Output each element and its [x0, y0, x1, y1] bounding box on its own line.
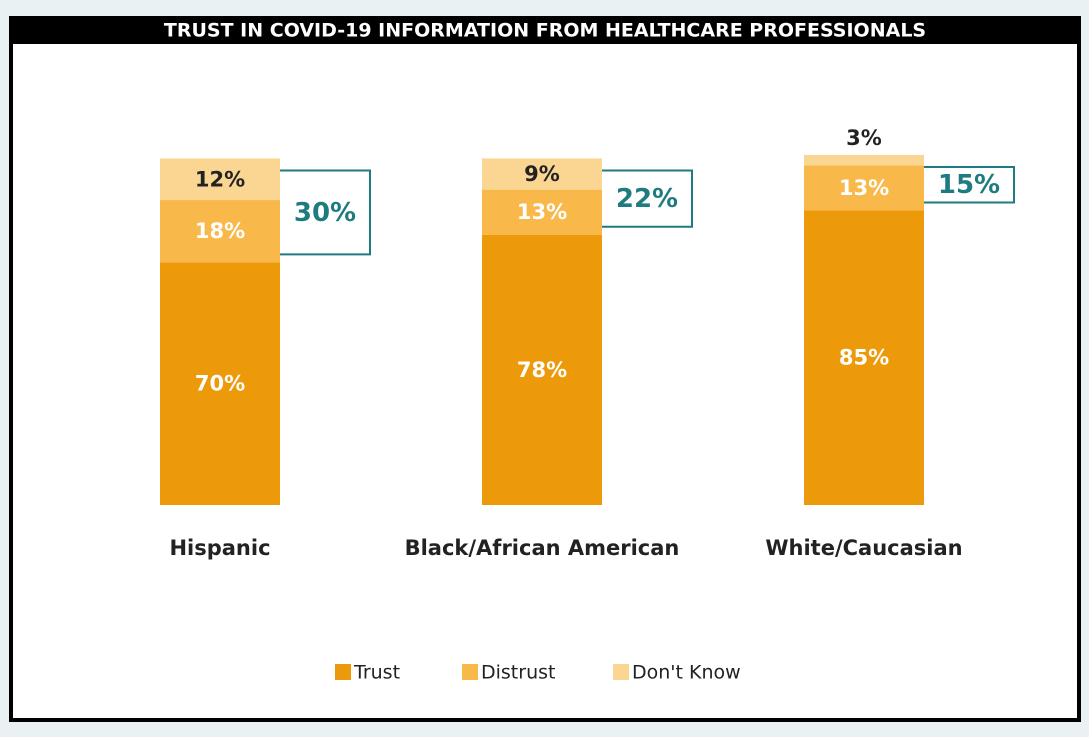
legend-label: Trust	[353, 662, 400, 684]
callout-label: 22%	[616, 184, 678, 214]
data-label: 85%	[839, 346, 889, 370]
data-label: 9%	[524, 162, 560, 186]
data-label: 12%	[195, 167, 245, 191]
data-label: 70%	[195, 372, 245, 396]
x-tick-label: Hispanic	[169, 536, 270, 560]
bar-segment	[804, 165, 924, 211]
bar-segment	[804, 155, 924, 166]
x-tick-label: Black/African American	[405, 536, 680, 560]
x-tick-label: White/Caucasian	[765, 536, 962, 560]
bar-segment	[482, 158, 602, 190]
data-label: 18%	[195, 219, 245, 243]
bar-segment	[160, 158, 280, 201]
bar-segment	[482, 234, 602, 505]
data-label: 13%	[839, 176, 889, 200]
bar-segment	[160, 200, 280, 263]
data-label: 3%	[846, 126, 882, 150]
callout-label: 30%	[294, 198, 356, 228]
bar-segment	[160, 262, 280, 505]
callout-box	[280, 169, 371, 256]
callout-box	[924, 166, 1015, 204]
title-bar	[9, 16, 1081, 44]
chart-title: TRUST IN COVID-19 INFORMATION FROM HEALT…	[164, 20, 926, 42]
data-label: 78%	[517, 358, 567, 382]
legend-swatch	[613, 664, 629, 680]
bar-segment	[804, 210, 924, 505]
data-label: 13%	[517, 200, 567, 224]
legend-swatch	[335, 664, 351, 680]
legend-label: Distrust	[481, 662, 555, 684]
legend-label: Don't Know	[632, 662, 741, 684]
callout-label: 15%	[938, 170, 1000, 200]
legend-swatch	[462, 664, 478, 680]
bar-segment	[482, 189, 602, 235]
callout-box	[602, 169, 693, 228]
